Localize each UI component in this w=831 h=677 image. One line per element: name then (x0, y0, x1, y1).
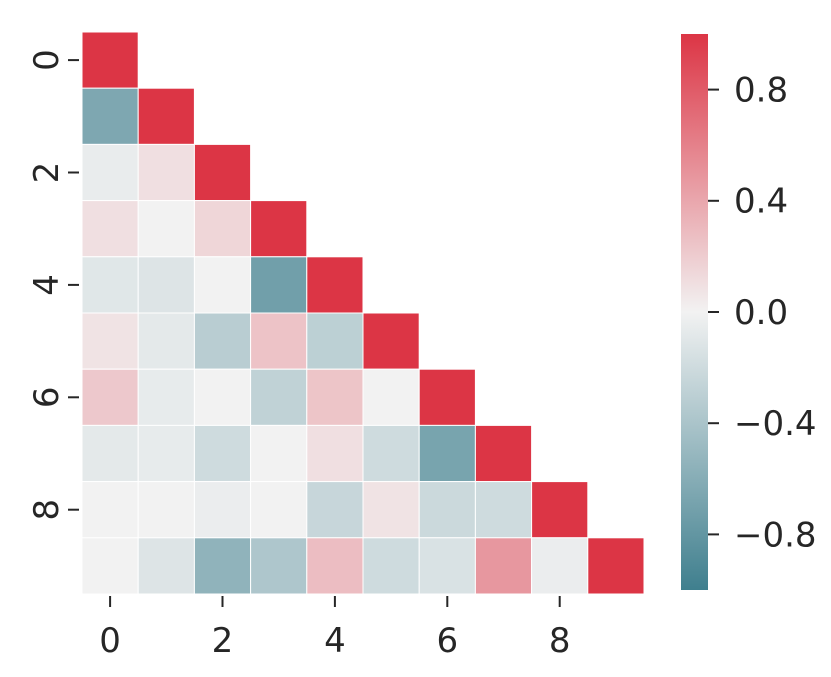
heatmap-cell-8-6 (418, 481, 476, 539)
heatmap-cell-9-0 (81, 537, 139, 595)
heatmap-cell-8-0 (81, 481, 139, 539)
heatmap-cell-9-8 (531, 537, 589, 595)
heatmap-cell-3-0 (81, 200, 139, 258)
heatmap-cell-8-3 (250, 481, 308, 539)
x-tick-label: 0 (99, 621, 121, 661)
x-tick-label: 8 (549, 621, 571, 661)
y-tick-label: 4 (27, 274, 67, 296)
y-tick-label: 2 (27, 162, 67, 184)
heatmap-cell-8-1 (137, 481, 195, 539)
heatmap-cell-6-1 (137, 368, 195, 426)
colorbar-gradient (681, 34, 708, 590)
heatmap-cell-5-3 (250, 312, 308, 370)
x-tick-label: 6 (436, 621, 458, 661)
heatmap-cell-7-2 (193, 424, 252, 483)
heatmap-cell-9-6 (418, 537, 476, 595)
x-tick-label: 4 (324, 621, 346, 661)
heatmap-cell-5-1 (137, 312, 195, 370)
heatmap-cell-9-3 (250, 537, 308, 595)
heatmap-cell-7-5 (362, 424, 420, 483)
heatmap-cell-9-1 (137, 537, 195, 595)
heatmap-cell-2-1 (137, 143, 195, 202)
heatmap-cell-9-2 (193, 537, 252, 595)
heatmap-cell-6-2 (193, 368, 252, 426)
heatmap-cell-7-6 (418, 424, 476, 483)
heatmap-cell-7-3 (250, 424, 308, 483)
heatmap-cell-8-4 (306, 481, 364, 539)
y-tick-label: 6 (27, 386, 67, 408)
heatmap-cell-9-5 (362, 537, 420, 595)
heatmap-cell-5-2 (193, 312, 252, 370)
heatmap-cell-4-4 (306, 256, 364, 314)
heatmap-cell-3-3 (250, 200, 308, 258)
heatmap-cell-5-5 (362, 312, 420, 370)
x-tick-label: 2 (212, 621, 234, 661)
heatmap-cell-5-0 (81, 312, 139, 370)
colorbar-tick-label: −0.4 (734, 404, 817, 444)
heatmap-cell-3-1 (137, 200, 195, 258)
x-axis: 0 2 4 6 8 (99, 596, 571, 661)
heatmap-cell-5-4 (306, 312, 364, 370)
heatmap-cell-4-3 (250, 256, 308, 314)
heatmap-cell-4-2 (193, 256, 252, 314)
heatmap-cell-7-4 (306, 424, 364, 483)
heatmap-cell-2-0 (81, 143, 139, 202)
heatmap-cell-6-3 (250, 368, 308, 426)
heatmap-cell-9-9 (587, 537, 645, 595)
y-tick-label: 8 (27, 499, 67, 521)
heatmap-cell-8-7 (474, 481, 533, 539)
heatmap-cell-1-0 (81, 87, 139, 145)
heatmap-cell-6-5 (362, 368, 420, 426)
colorbar-tick-label: 0.8 (734, 71, 788, 111)
heatmap-cell-3-2 (193, 200, 252, 258)
heatmap-cell-8-5 (362, 481, 420, 539)
heatmap-cell-4-1 (137, 256, 195, 314)
colorbar: 0.8 0.4 0.0 −0.4 −0.8 (681, 34, 817, 590)
heatmap-cell-9-7 (474, 537, 533, 595)
heatmap-cell-9-4 (306, 537, 364, 595)
y-tick-label: 0 (27, 49, 67, 71)
heatmap-cell-4-0 (81, 256, 139, 314)
heatmap-cells (81, 31, 645, 595)
heatmap-cell-6-6 (418, 368, 476, 426)
colorbar-tick-label: 0.0 (734, 293, 788, 333)
heatmap-cell-1-1 (137, 87, 195, 145)
heatmap-cell-7-1 (137, 424, 195, 483)
colorbar-tick-label: 0.4 (734, 182, 788, 222)
y-axis: 0 2 4 6 8 (27, 49, 79, 521)
heatmap-cell-2-2 (193, 143, 252, 202)
heatmap-cell-6-4 (306, 368, 364, 426)
heatmap-cell-7-7 (474, 424, 533, 483)
heatmap-cell-0-0 (81, 31, 139, 89)
heatmap-cell-8-2 (193, 481, 252, 539)
heatmap-cell-7-0 (81, 424, 139, 483)
heatmap-cell-8-8 (531, 481, 589, 539)
colorbar-tick-label: −0.8 (734, 515, 817, 555)
heatmap-cell-6-0 (81, 368, 139, 426)
